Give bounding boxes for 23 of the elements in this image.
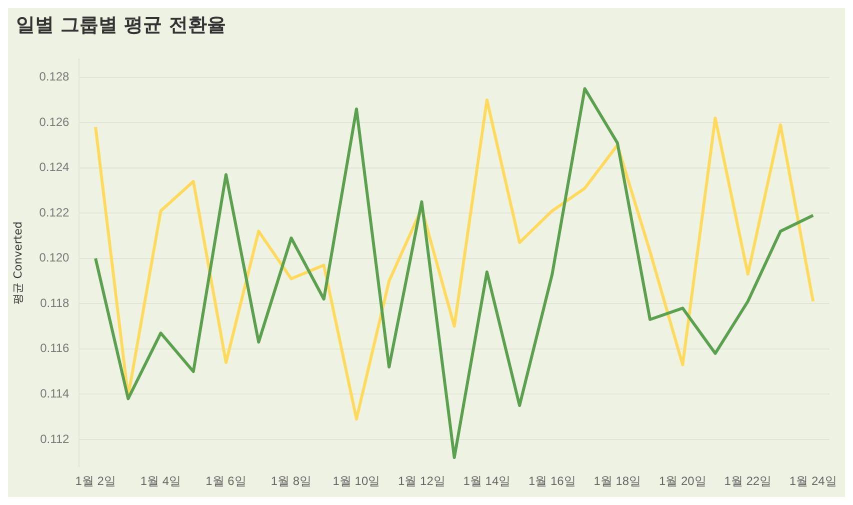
x-tick-label: 1월 18일 (594, 474, 642, 488)
y-tick-label: 0.124 (39, 160, 70, 174)
y-tick-label: 0.128 (39, 70, 70, 84)
x-tick-label: 1월 6일 (206, 474, 246, 488)
y-tick-label: 0.114 (40, 386, 70, 400)
x-tick-label: 1월 2일 (75, 474, 116, 488)
y-tick-label: 0.116 (40, 341, 70, 356)
x-tick-label: 1월 22일 (724, 474, 772, 488)
x-tick-label: 1월 24일 (789, 474, 837, 488)
y-tick-label: 0.122 (39, 205, 70, 220)
x-tick-label: 1월 20일 (658, 474, 706, 488)
chart-title: 일별 그룹별 평균 전환율 (15, 13, 227, 38)
x-tick-label: 1월 4일 (140, 474, 182, 488)
y-tick-label: 0.112 (40, 432, 70, 446)
x-tick-label: 1월 16일 (528, 474, 576, 488)
y-tick-label: 0.126 (39, 114, 70, 129)
x-tick-label: 1월 8일 (270, 474, 312, 488)
x-tick-label: 1월 14일 (463, 474, 511, 488)
y-tick-label: 0.118 (40, 296, 70, 310)
x-tick-label: 1월 10일 (332, 474, 380, 488)
y-axis-title: 평균 Converted (11, 222, 24, 304)
x-tick-label: 1월 12일 (398, 474, 446, 488)
y-tick-label: 0.120 (39, 250, 70, 265)
